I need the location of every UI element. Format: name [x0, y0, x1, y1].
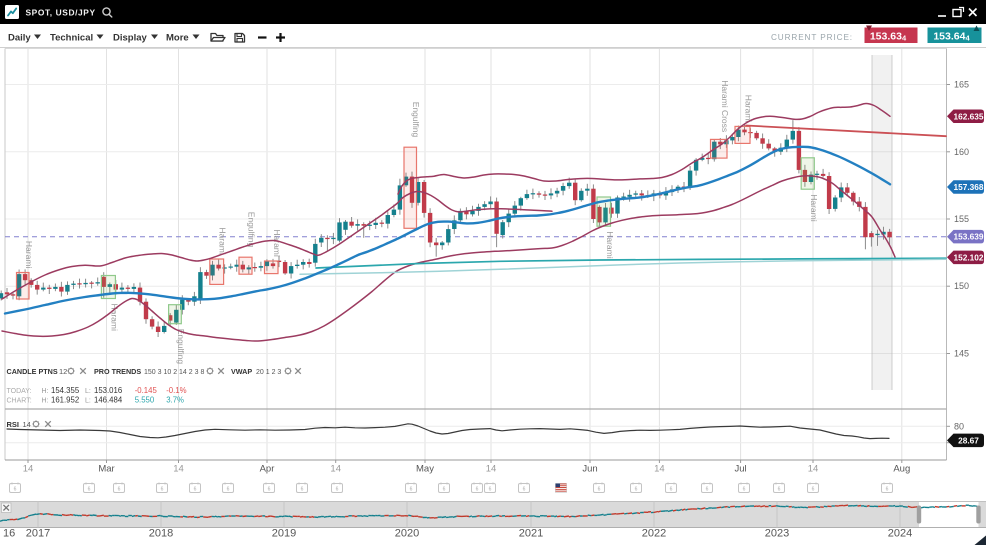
svg-text:2018: 2018 [149, 528, 173, 540]
svg-text:14: 14 [23, 420, 31, 429]
svg-text:154.355: 154.355 [51, 386, 80, 395]
svg-text:2024: 2024 [888, 528, 912, 540]
svg-text:6: 6 [194, 487, 197, 493]
svg-text:2021: 2021 [519, 528, 543, 540]
svg-text:12: 12 [59, 367, 67, 376]
svg-text:6: 6 [670, 487, 673, 493]
svg-text:TODAY:: TODAY: [7, 388, 32, 395]
svg-text:CURRENT PRICE:: CURRENT PRICE: [771, 33, 853, 42]
svg-text:165: 165 [954, 80, 969, 90]
svg-text:H:: H: [42, 398, 49, 405]
svg-text:153.639: 153.639 [954, 232, 984, 242]
svg-text:Harami: Harami [109, 304, 119, 332]
svg-text:Harami: Harami [744, 95, 754, 123]
svg-text:Harami: Harami [605, 231, 615, 259]
svg-text:Engulfing: Engulfing [411, 102, 421, 138]
svg-text:CHART:: CHART: [7, 398, 32, 405]
svg-text:6: 6 [598, 487, 601, 493]
svg-text:150 3 10 2 14 2 3 8: 150 3 10 2 14 2 3 8 [144, 369, 204, 376]
svg-text:6: 6 [88, 487, 91, 493]
svg-text:L:: L: [85, 398, 91, 405]
svg-text:Jul: Jul [735, 464, 747, 475]
svg-text:2023: 2023 [765, 528, 789, 540]
svg-text:14: 14 [330, 464, 341, 475]
svg-text:6: 6 [118, 487, 121, 493]
svg-text:162.635: 162.635 [954, 111, 984, 121]
svg-text:6: 6 [443, 487, 446, 493]
svg-text:3.7%: 3.7% [166, 396, 184, 405]
svg-text:Daily: Daily [8, 33, 31, 44]
svg-text:2019: 2019 [272, 528, 296, 540]
svg-text:6: 6 [886, 487, 889, 493]
svg-text:157.368: 157.368 [954, 182, 984, 192]
svg-text:6: 6 [706, 487, 709, 493]
svg-text:Engulfing: Engulfing [176, 329, 186, 365]
svg-text:28.67: 28.67 [958, 435, 979, 445]
svg-text:153.016: 153.016 [94, 386, 122, 395]
svg-text:Engulfing: Engulfing [247, 212, 257, 248]
svg-text:161.952: 161.952 [51, 396, 79, 405]
svg-text:Harami: Harami [272, 229, 282, 257]
svg-text:Display: Display [113, 33, 148, 44]
svg-text:-0.145: -0.145 [135, 386, 158, 395]
svg-text:80: 80 [954, 421, 964, 431]
svg-text:May: May [416, 464, 434, 475]
svg-text:L:: L: [85, 388, 91, 395]
svg-text:152.102: 152.102 [954, 252, 984, 262]
svg-text:Technical: Technical [50, 33, 93, 44]
svg-text:Apr: Apr [260, 464, 275, 475]
svg-text:155: 155 [954, 214, 969, 224]
svg-text:6: 6 [410, 487, 413, 493]
svg-text:-0.1%: -0.1% [166, 386, 186, 395]
svg-text:14: 14 [486, 464, 497, 475]
svg-text:6: 6 [635, 487, 638, 493]
svg-text:145: 145 [954, 349, 969, 359]
svg-text:SPOT, USD/JPY: SPOT, USD/JPY [26, 8, 96, 18]
svg-text:16: 16 [3, 528, 15, 540]
svg-text:14: 14 [173, 464, 184, 475]
svg-text:Harami: Harami [809, 194, 819, 222]
svg-text:20 1 2 3: 20 1 2 3 [256, 369, 281, 376]
svg-text:Harami: Harami [218, 227, 228, 255]
svg-text:PRO TRENDS: PRO TRENDS [94, 367, 141, 376]
svg-text:Mar: Mar [98, 464, 114, 475]
svg-text:6: 6 [743, 487, 746, 493]
svg-text:160: 160 [954, 147, 969, 157]
svg-text:153.644: 153.644 [933, 31, 970, 43]
svg-text:14: 14 [23, 464, 34, 475]
svg-text:6: 6 [161, 487, 164, 493]
svg-text:14: 14 [654, 464, 665, 475]
svg-text:6: 6 [778, 487, 781, 493]
svg-text:6: 6 [14, 487, 17, 493]
svg-text:RSI: RSI [7, 420, 20, 429]
svg-text:H:: H: [42, 388, 49, 395]
svg-text:153.634: 153.634 [870, 31, 907, 43]
svg-text:6: 6 [812, 487, 815, 493]
svg-text:6: 6 [523, 487, 526, 493]
svg-text:Harami Cross: Harami Cross [720, 80, 730, 132]
svg-text:6: 6 [268, 487, 271, 493]
svg-text:2020: 2020 [395, 528, 419, 540]
svg-text:146.484: 146.484 [94, 396, 123, 405]
svg-text:2017: 2017 [26, 528, 50, 540]
svg-text:Jun: Jun [582, 464, 597, 475]
svg-text:CANDLE PTNS: CANDLE PTNS [7, 367, 58, 376]
svg-text:6: 6 [227, 487, 230, 493]
svg-text:5.550: 5.550 [135, 396, 155, 405]
svg-text:VWAP: VWAP [231, 367, 252, 376]
svg-text:6: 6 [301, 487, 304, 493]
svg-text:2022: 2022 [642, 528, 666, 540]
svg-text:6: 6 [489, 487, 492, 493]
svg-text:6: 6 [476, 487, 479, 493]
svg-text:150: 150 [954, 281, 969, 291]
svg-text:14: 14 [808, 464, 819, 475]
svg-text:Aug: Aug [893, 464, 910, 475]
svg-text:Harami: Harami [24, 241, 34, 269]
svg-text:6: 6 [336, 487, 339, 493]
svg-text:More: More [166, 33, 189, 44]
